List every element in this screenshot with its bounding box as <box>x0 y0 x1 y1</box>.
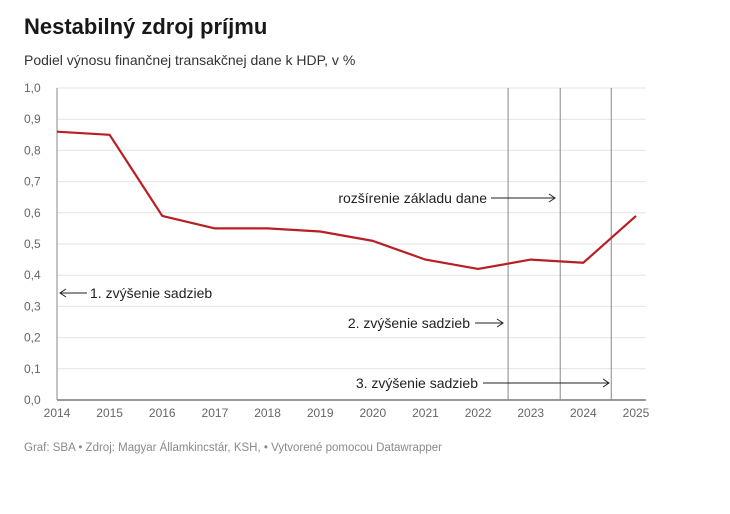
annotation-label: 2. zvýšenie sadzieb <box>348 315 470 331</box>
y-tick-label: 0,6 <box>24 206 41 220</box>
x-tick-label: 2016 <box>149 406 176 420</box>
x-tick-label: 2018 <box>254 406 281 420</box>
x-tick-label: 2024 <box>570 406 597 420</box>
arrow-head-icon <box>548 193 556 203</box>
x-tick-label: 2022 <box>465 406 492 420</box>
annotation-label: 1. zvýšenie sadzieb <box>90 285 212 301</box>
annotation-label: 3. zvýšenie sadzieb <box>356 375 478 391</box>
arrow-head-icon <box>59 288 67 298</box>
x-tick-label: 2020 <box>359 406 386 420</box>
y-tick-label: 0,4 <box>24 268 41 282</box>
y-tick-label: 0,5 <box>24 237 41 251</box>
x-tick-label: 2017 <box>202 406 229 420</box>
y-tick-label: 1,0 <box>24 81 41 95</box>
y-tick-label: 0,7 <box>24 175 41 189</box>
y-tick-label: 0,8 <box>24 143 41 157</box>
annotation-label: rozšírenie základu dane <box>338 190 487 206</box>
x-tick-label: 2023 <box>517 406 544 420</box>
arrow-head-icon <box>602 378 610 388</box>
y-tick-label: 0,1 <box>24 362 41 376</box>
y-tick-label: 0,3 <box>24 299 41 313</box>
series-line <box>56 130 637 271</box>
y-tick-label: 0,2 <box>24 331 41 345</box>
chart-title: Nestabilný zdroj príjmu <box>24 14 268 39</box>
chart-footer: Graf: SBA • Zdroj: Magyar Államkincstár,… <box>24 442 442 454</box>
x-tick-label: 2015 <box>96 406 123 420</box>
arrow-head-icon <box>496 318 504 328</box>
x-tick-label: 2021 <box>412 406 439 420</box>
y-tick-label: 0,9 <box>24 112 41 126</box>
y-tick-label: 0,0 <box>24 393 41 407</box>
x-tick-label: 2025 <box>623 406 650 420</box>
chart-subtitle: Podiel výnosu finančnej transakčnej dane… <box>24 52 356 68</box>
x-tick-label: 2019 <box>307 406 334 420</box>
x-tick-label: 2014 <box>44 406 71 420</box>
